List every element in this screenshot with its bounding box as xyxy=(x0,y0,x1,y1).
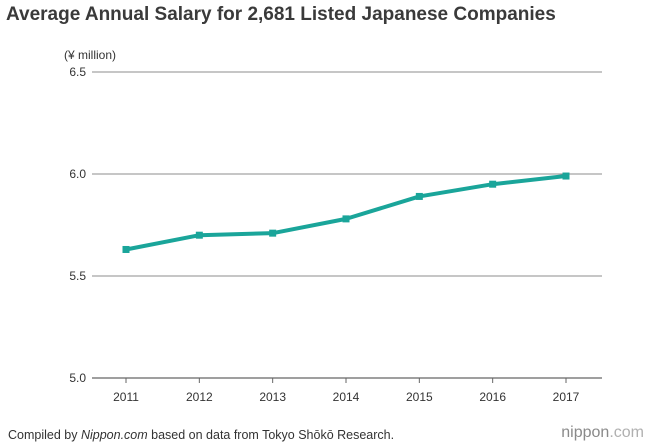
gridlines xyxy=(92,71,602,379)
x-tick-label: 2013 xyxy=(259,390,286,404)
x-tick-label: 2015 xyxy=(406,390,433,404)
x-tick-label: 2017 xyxy=(553,390,580,404)
source-note: Compiled by Nippon.com based on data fro… xyxy=(8,428,394,442)
data-point xyxy=(195,231,203,239)
data-point xyxy=(269,229,277,237)
logo-dot: .com xyxy=(609,424,644,441)
data-point xyxy=(562,172,570,180)
y-tick-label: 5.0 xyxy=(69,371,86,385)
x-tick-label: 2016 xyxy=(479,390,506,404)
source-name: Nippon.com xyxy=(80,428,148,442)
y-tick-label: 6.5 xyxy=(69,65,86,79)
x-tick-label: 2011 xyxy=(113,390,139,404)
x-tick-labels: 2011 2012 2013 2014 2015 2016 2017 xyxy=(113,378,580,404)
y-tick-label: 6.0 xyxy=(69,167,86,181)
x-tick-label: 2014 xyxy=(333,390,360,404)
y-tick-labels: 5.0 5.5 6.0 6.5 xyxy=(69,65,86,385)
series-line xyxy=(124,174,568,252)
nippon-logo: nippon.com xyxy=(561,424,644,442)
series-layer xyxy=(122,172,570,253)
data-point xyxy=(122,245,130,253)
x-tick-label: 2012 xyxy=(186,390,213,404)
chart-title: Average Annual Salary for 2,681 Listed J… xyxy=(6,4,556,25)
y-axis-unit-label: (¥ million) xyxy=(64,48,117,62)
source-suffix: based on data from Tokyo Shōkō Research. xyxy=(147,428,395,442)
y-tick-label: 5.5 xyxy=(69,269,86,283)
source-prefix: Compiled by xyxy=(8,428,81,442)
data-point xyxy=(415,192,423,200)
logo-name: nippon xyxy=(561,424,610,441)
data-point xyxy=(489,180,497,188)
data-point xyxy=(342,215,350,223)
